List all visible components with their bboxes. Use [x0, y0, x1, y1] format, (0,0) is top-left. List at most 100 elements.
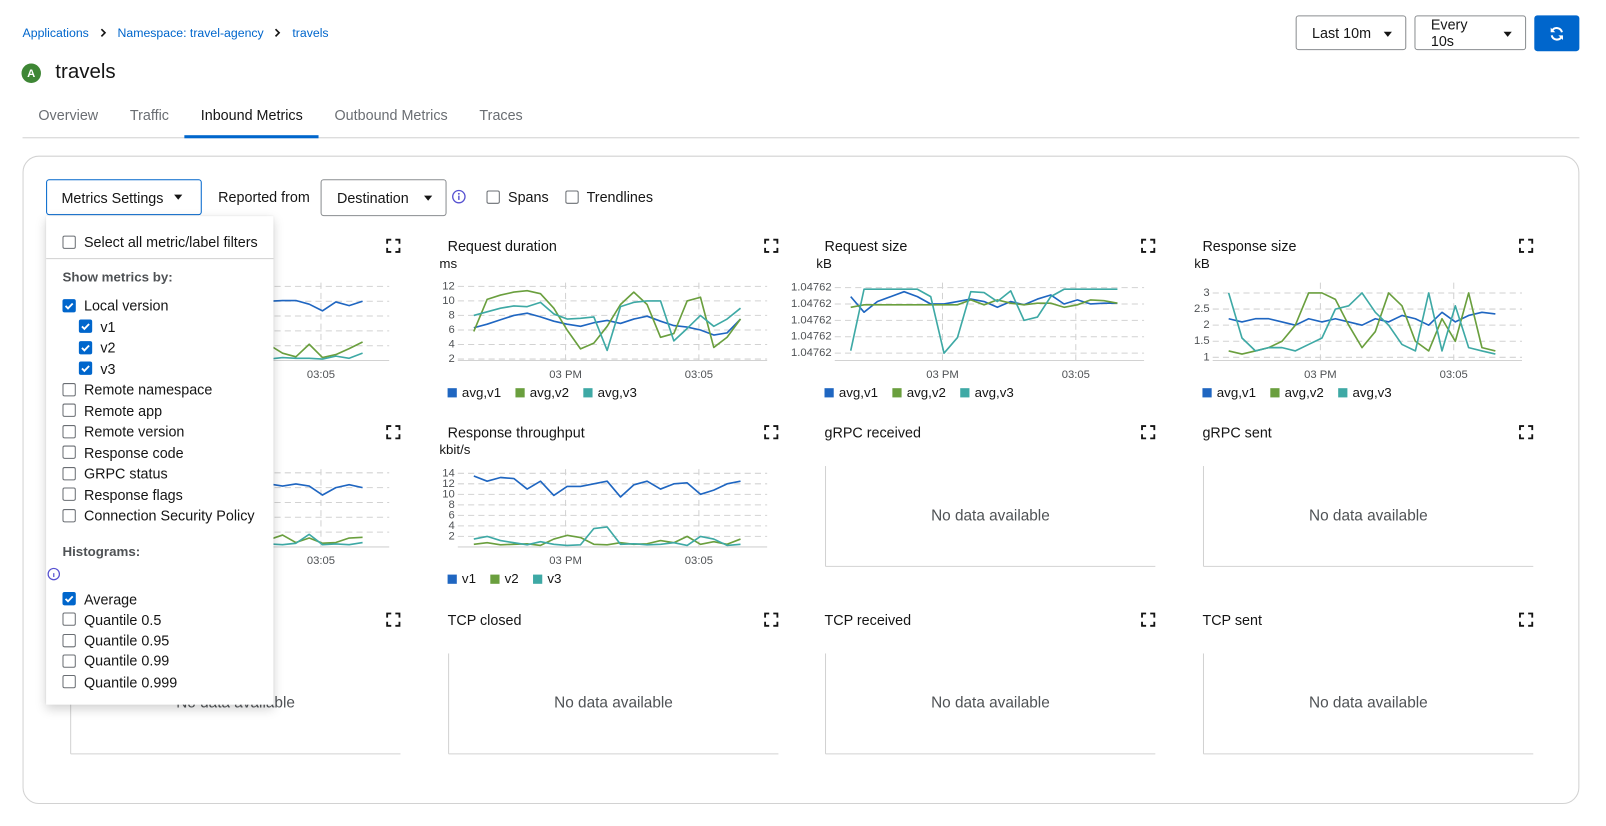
series-line [473, 289, 742, 350]
menu-item[interactable]: Connection Security Policy [62, 507, 255, 523]
menu-item[interactable]: Quantile 0.999 [62, 674, 177, 690]
checkbox[interactable] [62, 466, 76, 480]
expand-button[interactable] [386, 238, 401, 253]
menu-item[interactable]: Response code [62, 444, 184, 460]
reported-from-select[interactable]: Destination [320, 179, 447, 217]
menu-item[interactable]: Quantile 0.99 [62, 653, 169, 669]
toolbar-option[interactable]: Trendlines [565, 188, 653, 205]
chart-panel: kbit/s 2 4 6 8 10 12 14 03 PM 03:05 v1 v2 v3 Response… [437, 420, 785, 594]
menu-item[interactable]: Select all metric/label filters [62, 234, 258, 250]
menu-item[interactable]: v1 [78, 318, 116, 334]
x-tick-label: 03 PM [549, 555, 582, 567]
y-tick-label: 2 [448, 530, 454, 542]
breadcrumb-link[interactable]: Namespace: travel-agency [117, 25, 264, 40]
checkbox[interactable] [62, 403, 76, 417]
checkbox[interactable] [486, 189, 500, 204]
menu-heading: Histograms: [62, 543, 141, 559]
menu-item[interactable]: Response flags [62, 486, 183, 502]
menu-item[interactable]: v3 [78, 360, 116, 376]
check-path [81, 323, 90, 331]
menu-item[interactable]: v2 [78, 339, 116, 355]
breadcrumb-link[interactable]: travels [292, 25, 329, 40]
checkbox[interactable] [78, 340, 93, 354]
checkbox[interactable] [78, 319, 93, 333]
y-tick-label: 2 [448, 353, 454, 365]
breadcrumb-separator [275, 28, 281, 37]
chart: No data available [825, 425, 1156, 567]
tab[interactable]: Outbound Metrics [334, 106, 448, 123]
expand-button[interactable] [1519, 238, 1534, 253]
chart-title: TCP closed [447, 611, 522, 628]
refresh-button[interactable] [1534, 15, 1580, 52]
legend-label: v2 [505, 571, 519, 586]
y-tick-label: 1.04762 [791, 331, 832, 343]
y-tick-label: 1.04762 [791, 314, 832, 326]
menu-item[interactable]: Local version [62, 297, 168, 313]
legend-swatch [447, 574, 457, 584]
checkbox[interactable] [62, 235, 76, 249]
checkbox[interactable] [565, 189, 579, 204]
checkbox[interactable] [62, 654, 76, 668]
checkbox[interactable] [62, 445, 76, 459]
checkbox[interactable] [62, 675, 76, 689]
menu-item[interactable]: GRPC status [62, 465, 168, 481]
x-tick-label: 03:05 [307, 555, 335, 567]
time-range-select[interactable]: Last 10m [1295, 15, 1407, 51]
legend-swatch [447, 388, 457, 398]
legend-label: avg,v1 [1217, 385, 1256, 400]
expand-button[interactable] [764, 612, 779, 627]
checkbox[interactable] [62, 633, 76, 647]
checkbox[interactable] [62, 424, 76, 438]
checkbox[interactable] [62, 298, 76, 312]
series-line [473, 312, 742, 336]
menu-item[interactable]: Average [62, 590, 137, 607]
tab[interactable]: Traces [479, 106, 523, 123]
info-bar [53, 572, 55, 577]
expand-button[interactable] [1519, 612, 1534, 627]
series-line [1227, 292, 1496, 355]
legend-label: avg,v3 [598, 385, 637, 400]
menu-item-label: Quantile 0.95 [83, 632, 170, 649]
legend-swatch [824, 388, 834, 398]
expand-icon [386, 238, 401, 253]
breadcrumb-link[interactable]: Applications [22, 25, 89, 40]
y-tick-label: 4 [448, 520, 454, 532]
toolbar-option[interactable]: Spans [486, 188, 549, 205]
expand-button[interactable] [764, 425, 779, 440]
tab[interactable]: Inbound Metrics [184, 96, 319, 139]
menu-item[interactable]: Remote namespace [62, 381, 212, 397]
checkbox[interactable] [62, 612, 76, 627]
legend-swatch [1270, 388, 1280, 398]
menu-item[interactable]: Quantile 0.5 [62, 611, 161, 628]
expand-button[interactable] [764, 238, 779, 253]
refresh-interval-select[interactable]: Every 10s [1414, 15, 1527, 51]
legend-label: v3 [547, 571, 561, 586]
series-line [1228, 311, 1496, 327]
metrics-settings-button[interactable]: Metrics Settings [46, 179, 202, 216]
legend-label: v1 [462, 571, 476, 586]
no-data-message: No data available [1309, 695, 1428, 712]
menu-item[interactable]: Remote app [62, 402, 162, 418]
expand-button[interactable] [1141, 425, 1156, 440]
info-icon[interactable] [452, 189, 466, 204]
legend-swatch [1202, 388, 1212, 398]
menu-item[interactable]: Quantile 0.95 [62, 632, 169, 648]
expand-button[interactable] [386, 425, 401, 440]
expand-icon [1519, 612, 1534, 627]
expand-button[interactable] [1141, 238, 1156, 253]
checkbox[interactable] [62, 382, 76, 396]
checkbox[interactable] [62, 508, 76, 522]
tab[interactable]: Traffic [129, 106, 169, 123]
checkbox[interactable] [62, 487, 76, 501]
expand-button[interactable] [1519, 425, 1534, 440]
tab[interactable]: Overview [38, 106, 99, 123]
checkbox[interactable] [62, 592, 76, 606]
y-tick-label: 10 [442, 488, 455, 500]
expand-icon [386, 425, 401, 440]
expand-button[interactable] [386, 612, 401, 627]
menu-item-label: Remote app [83, 402, 163, 419]
menu-item[interactable]: Remote version [62, 423, 184, 439]
expand-button[interactable] [1141, 612, 1156, 627]
checkbox[interactable] [78, 361, 93, 375]
